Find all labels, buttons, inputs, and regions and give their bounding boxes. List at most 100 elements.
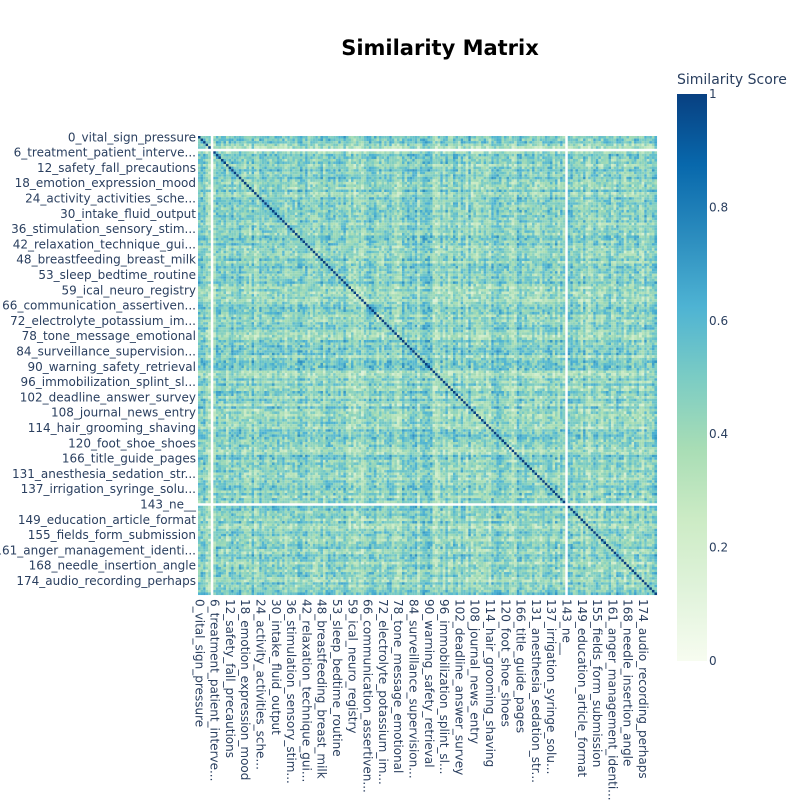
heatmap-cell xyxy=(343,179,346,182)
heatmap-cell xyxy=(415,141,418,144)
heatmap-cell xyxy=(338,141,341,144)
heatmap-cell xyxy=(338,197,341,200)
heatmap-cell xyxy=(198,172,201,175)
heatmap-cell xyxy=(629,159,632,162)
heatmap-cell xyxy=(481,136,484,139)
heatmap-cell xyxy=(621,197,624,200)
heatmap-cell xyxy=(394,174,397,177)
heatmap-cell xyxy=(619,162,622,165)
heatmap-cell xyxy=(466,179,469,182)
heatmap-cell xyxy=(198,174,201,177)
heatmap-cell xyxy=(305,182,308,185)
heatmap-cell xyxy=(412,179,415,182)
heatmap-cell xyxy=(471,136,474,139)
heatmap-cell xyxy=(402,184,405,187)
heatmap-cell xyxy=(244,159,247,162)
heatmap-cell xyxy=(634,182,637,185)
heatmap-cell xyxy=(532,164,535,167)
heatmap-cell xyxy=(591,182,594,185)
heatmap-cell xyxy=(221,195,224,198)
heatmap-cell xyxy=(389,144,392,147)
heatmap-cell xyxy=(229,146,232,149)
heatmap-cell xyxy=(213,200,216,203)
heatmap-cell xyxy=(591,195,594,198)
heatmap-cell xyxy=(588,197,591,200)
heatmap-cell xyxy=(290,146,293,149)
heatmap-cell xyxy=(606,146,609,149)
heatmap-cell xyxy=(252,167,255,170)
heatmap-cell xyxy=(601,190,604,193)
heatmap-cell xyxy=(218,164,221,167)
heatmap-cell xyxy=(259,197,262,200)
heatmap-cell xyxy=(379,190,382,193)
heatmap-cell xyxy=(484,192,487,195)
heatmap-cell xyxy=(517,164,520,167)
heatmap-cell xyxy=(241,169,244,172)
heatmap-cell xyxy=(374,184,377,187)
heatmap-cell xyxy=(282,141,285,144)
heatmap-cell xyxy=(647,164,650,167)
heatmap-cell xyxy=(241,182,244,185)
heatmap-cell xyxy=(596,182,599,185)
heatmap-cell xyxy=(591,174,594,177)
heatmap-cell xyxy=(509,154,512,157)
heatmap-cell xyxy=(486,154,489,157)
heatmap-cell xyxy=(578,172,581,175)
heatmap-cell xyxy=(326,184,329,187)
heatmap-cell xyxy=(616,141,619,144)
heatmap-cell xyxy=(417,162,420,165)
heatmap-cell xyxy=(466,197,469,200)
heatmap-cell xyxy=(410,139,413,142)
heatmap-cell xyxy=(637,164,640,167)
heatmap-cell xyxy=(379,167,382,170)
heatmap-cell xyxy=(575,144,578,147)
heatmap-cell xyxy=(524,159,527,162)
heatmap-cell xyxy=(468,184,471,187)
heatmap-cell xyxy=(239,162,242,165)
heatmap-cell xyxy=(417,139,420,142)
heatmap-cell xyxy=(461,184,464,187)
heatmap-cell xyxy=(626,174,629,177)
heatmap-cell xyxy=(555,177,558,180)
heatmap-cell xyxy=(603,174,606,177)
heatmap-cell xyxy=(244,197,247,200)
heatmap-cell xyxy=(229,192,232,195)
heatmap-cell xyxy=(308,167,311,170)
heatmap-cell xyxy=(341,159,344,162)
heatmap-cell xyxy=(297,195,300,198)
heatmap-cell xyxy=(287,156,290,159)
heatmap-cell xyxy=(425,144,428,147)
heatmap-cell xyxy=(494,154,497,157)
heatmap-cell xyxy=(547,151,550,154)
heatmap-cell xyxy=(634,154,637,157)
heatmap-cell xyxy=(438,177,441,180)
heatmap-cell xyxy=(229,156,232,159)
heatmap-cell xyxy=(326,154,329,157)
heatmap-cell xyxy=(609,154,612,157)
heatmap-cell xyxy=(491,192,494,195)
heatmap-cell xyxy=(338,169,341,172)
heatmap-cell xyxy=(621,139,624,142)
heatmap-cell xyxy=(359,146,362,149)
heatmap-cell xyxy=(507,162,510,165)
heatmap-cell xyxy=(275,184,278,187)
heatmap-cell xyxy=(275,151,278,154)
heatmap-cell xyxy=(639,146,642,149)
heatmap-cell xyxy=(654,146,657,149)
heatmap-cell xyxy=(616,136,619,139)
heatmap-cell xyxy=(272,182,275,185)
heatmap-cell xyxy=(259,172,262,175)
heatmap-cell xyxy=(626,159,629,162)
heatmap-cell xyxy=(461,192,464,195)
heatmap-cell xyxy=(450,159,453,162)
heatmap-cell xyxy=(354,136,357,139)
heatmap-cell xyxy=(466,167,469,170)
heatmap-cell xyxy=(213,184,216,187)
heatmap-cell xyxy=(285,167,288,170)
heatmap-cell xyxy=(239,156,242,159)
heatmap-cell xyxy=(438,197,441,200)
heatmap-cell xyxy=(466,182,469,185)
heatmap-cell xyxy=(249,192,252,195)
heatmap-cell xyxy=(575,164,578,167)
heatmap-cell xyxy=(397,172,400,175)
